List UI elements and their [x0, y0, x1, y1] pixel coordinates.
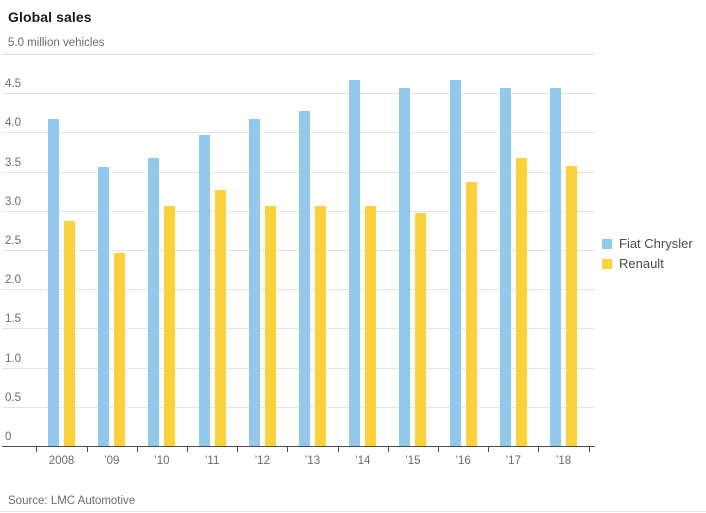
legend-swatch-fiat-chrysler	[602, 238, 612, 249]
x-axis-tick	[337, 447, 339, 452]
bar-fiat-chrysler-14	[349, 79, 361, 446]
legend: Fiat Chrysler Renault	[602, 236, 693, 276]
gridline-4.5	[2, 93, 595, 95]
x-axis-tick	[488, 447, 490, 452]
legend-swatch-renault	[602, 258, 612, 269]
x-axis-label-09: ’09	[104, 455, 120, 467]
bar-fiat-chrysler-16	[449, 79, 461, 446]
x-axis-baseline	[2, 446, 595, 447]
x-axis-label-14: ’14	[355, 455, 371, 467]
bar-renault-18	[566, 166, 577, 446]
gridline-1.5	[2, 328, 595, 330]
x-axis-tick	[36, 447, 38, 452]
x-axis-tick	[387, 447, 389, 452]
bar-renault-11	[214, 190, 226, 446]
x-axis-tick	[187, 447, 188, 452]
bar-fiat-chrysler-11	[198, 134, 210, 446]
y-axis-label-1.5: 1.5	[5, 313, 21, 326]
y-axis-label-2.0: 2.0	[5, 274, 21, 287]
bar-renault-14	[365, 206, 377, 446]
x-axis-tick	[136, 447, 138, 452]
legend-item-renault: Renault	[602, 256, 693, 271]
bar-renault-16	[465, 181, 477, 446]
x-axis-tick	[86, 447, 88, 452]
bar-fiat-chrysler-13	[299, 111, 310, 446]
x-axis-label-2008: 2008	[48, 455, 75, 467]
y-axis-unit-label: 5.0 million vehicles	[8, 37, 105, 49]
bar-renault-09	[114, 253, 126, 446]
bottom-divider	[0, 511, 706, 512]
bar-fiat-chrysler-15	[399, 87, 411, 446]
gridline-3.0	[2, 210, 595, 212]
legend-item-fiat-chrysler: Fiat Chrysler	[602, 236, 693, 251]
bar-renault-12	[264, 206, 276, 446]
gridline-1.0	[2, 367, 595, 369]
x-axis-tick	[237, 447, 239, 452]
y-axis-label-1.0: 1.0	[5, 352, 21, 365]
bar-renault-10	[164, 206, 176, 446]
x-axis-label-10: ’10	[154, 455, 170, 467]
bar-fiat-chrysler-09	[98, 166, 110, 446]
gridline-4.0	[2, 132, 595, 134]
bar-renault-15	[415, 213, 427, 446]
y-axis-label-0: 0	[5, 431, 12, 443]
bar-renault-17	[515, 158, 527, 446]
bar-fiat-chrysler-2008	[48, 119, 59, 446]
x-axis-label-15: ’15	[405, 455, 421, 467]
y-axis-label-4.0: 4.0	[5, 117, 21, 130]
x-axis-label-18: ’18	[555, 455, 572, 467]
bar-fiat-chrysler-10	[148, 158, 160, 446]
bar-fiat-chrysler-17	[499, 87, 511, 446]
x-axis-tick	[438, 447, 439, 452]
gridline-2.0	[2, 289, 595, 291]
x-axis-label-17: ’17	[505, 455, 521, 467]
source-note: Source: LMC Automotive	[8, 495, 136, 507]
bar-renault-13	[315, 206, 326, 446]
bar-fiat-chrysler-12	[248, 119, 260, 446]
x-axis-tick	[538, 447, 540, 452]
y-axis-label-3.5: 3.5	[5, 156, 21, 169]
bar-renault-2008	[64, 221, 75, 446]
x-axis-label-12: ’12	[254, 455, 270, 467]
y-axis-label-2.5: 2.5	[5, 235, 21, 247]
gridline-3.5	[2, 171, 595, 173]
gridline-5.0	[2, 54, 595, 55]
x-axis-label-13: ’13	[304, 455, 321, 467]
x-axis-label-16: ’16	[455, 455, 471, 467]
legend-label: Renault	[619, 256, 664, 271]
y-axis-label-3.0: 3.0	[5, 195, 21, 208]
x-axis-tick	[588, 447, 590, 452]
y-axis-label-0.5: 0.5	[5, 391, 21, 404]
bar-fiat-chrysler-18	[550, 87, 561, 446]
x-axis-tick	[287, 447, 289, 452]
legend-label: Fiat Chrysler	[619, 236, 693, 251]
y-axis-label-4.5: 4.5	[5, 78, 21, 91]
chart-title: Global sales	[8, 9, 92, 25]
gridline-0.5	[2, 406, 595, 408]
gridline-2.5	[2, 250, 595, 251]
x-axis-label-11: ’11	[204, 455, 220, 467]
